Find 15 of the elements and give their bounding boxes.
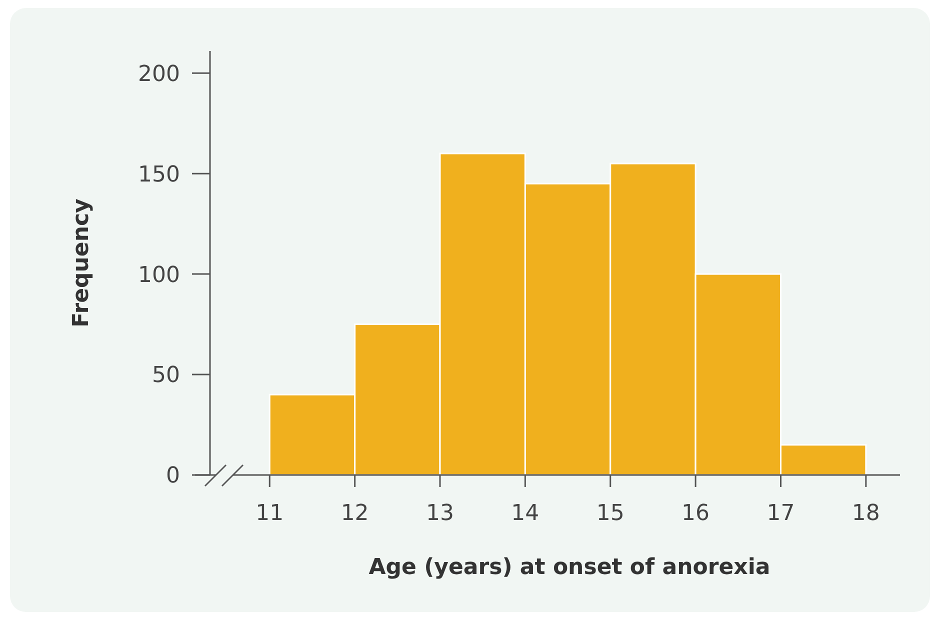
y-tick-label: 200 [138,62,180,87]
x-tick-label: 17 [766,501,795,526]
x-tick-label: 13 [426,501,454,526]
y-axis-title: Frequency [69,198,94,328]
y-tick-label: 100 [138,262,180,288]
x-tick-label: 11 [256,501,284,526]
x-tick-label: 18 [852,501,880,526]
x-tick-label: 15 [596,501,624,526]
x-tick-label: 12 [340,501,369,526]
x-axis-title: Age (years) at onset of anorexia [368,555,770,580]
y-tick-label: 0 [166,464,180,489]
y-tick-label: 150 [138,162,180,188]
x-tick-label: 16 [682,501,710,526]
y-tick-label: 50 [152,363,180,388]
x-tick-label: 14 [511,501,540,526]
